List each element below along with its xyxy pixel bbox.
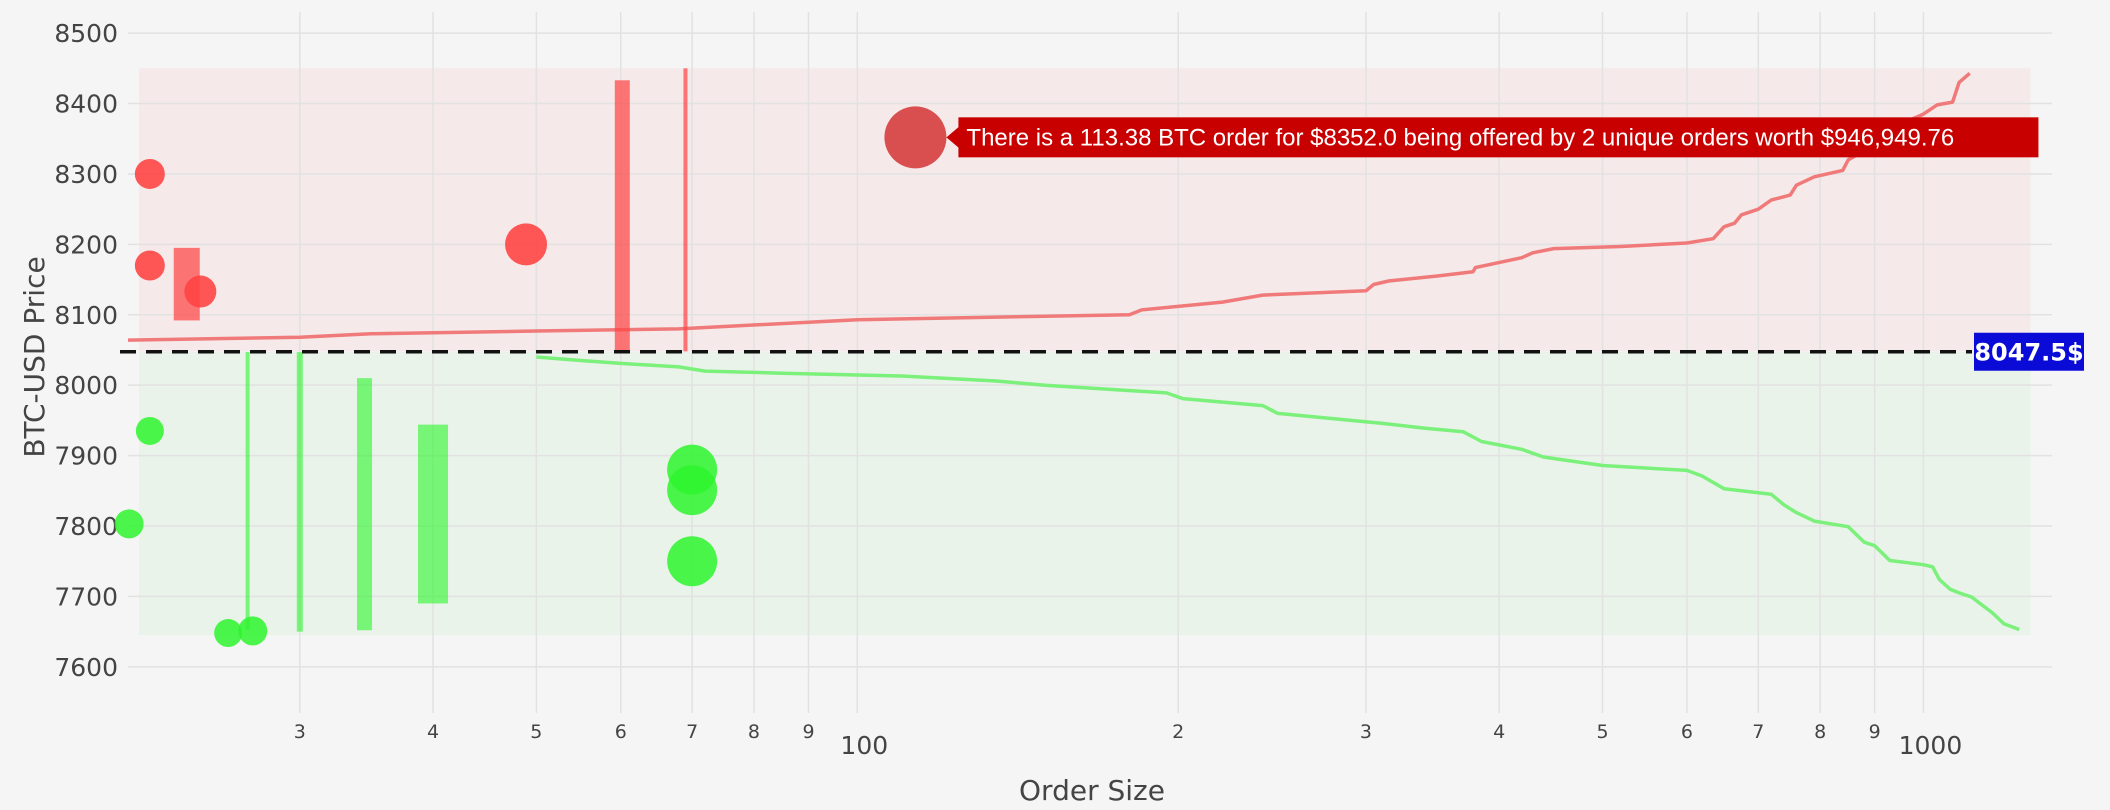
y-tick-label: 7700 [54,582,118,611]
bid-order-marker [667,465,718,516]
bid-order-bar [296,352,303,632]
x-axis-title: Order Size [1019,774,1165,807]
x-tick-label: 7 [1752,721,1764,743]
y-axis-title: BTC-USD Price [18,256,51,457]
bid-order-marker [238,616,268,646]
y-tick-label: 7600 [54,653,118,682]
x-tick-label: 4 [1493,721,1505,743]
ask-order-marker [505,223,548,266]
ask-order-marker [134,250,165,281]
y-tick-label: 8100 [54,301,118,330]
x-tick-label: 7 [686,721,698,743]
y-tick-label: 8400 [54,90,118,119]
x-tick-labels: 3 4 5 6 7 8 9 100 2 3 4 5 6 7 8 9 1000 [294,721,1962,760]
bid-order-bar [357,378,373,631]
ask-order-marker [134,158,165,189]
y-tick-label: 8500 [54,19,118,48]
bid-order-marker [214,619,243,648]
bid-order-bar [418,424,449,604]
hover-annotation: There is a 113.38 BTC order for $8352.0 … [946,117,2039,158]
bid-order-marker [114,509,144,539]
y-tick-label: 8000 [54,371,118,400]
hover-box [958,117,2039,158]
hover-pointer [946,126,960,149]
x-tick-label: 1000 [1899,731,1963,760]
x-tick-label: 100 [840,731,888,760]
y-tick-label: 8200 [54,230,118,259]
order-bars [173,68,688,632]
bid-band [139,352,2031,636]
hover-text: There is a 113.38 BTC order for $8352.0 … [966,124,1954,151]
x-tick-label: 3 [294,721,306,743]
x-tick-label: 6 [1681,721,1693,743]
ask-order-marker [184,275,217,308]
price-bands [139,68,2031,636]
ask-order-marker-highlighted [884,106,947,169]
grid-lines [128,12,2052,713]
x-tick-label: 6 [615,721,627,743]
ask-order-bar [614,80,630,352]
mid-price-group: 8047.5$ [120,332,2084,371]
x-tick-label: 5 [1596,721,1608,743]
x-tick-label: 5 [530,721,542,743]
bid-order-bar [245,352,250,630]
y-tick-label: 8300 [54,160,118,189]
x-tick-label: 3 [1360,721,1372,743]
y-tick-label: 7800 [54,512,118,541]
x-tick-label: 9 [1869,721,1881,743]
ask-band [139,68,2031,352]
y-tick-label: 7900 [54,442,118,471]
x-tick-label: 8 [1814,721,1826,743]
bid-depth-line [536,355,2020,632]
x-tick-label: 4 [427,721,439,743]
ask-order-bar [683,68,688,352]
x-tick-label: 2 [1172,721,1184,743]
bid-order-marker [135,416,164,445]
order-markers [114,106,947,648]
bid-order-marker [667,536,718,587]
mid-price-label: 8047.5$ [1974,339,2083,367]
y-tick-labels: 7600 7700 7800 7900 8000 8100 8200 8300 8400 8500 [54,19,118,682]
x-tick-label: 8 [748,721,760,743]
x-tick-label: 9 [802,721,814,743]
mid-price-label-box [1974,332,2084,371]
